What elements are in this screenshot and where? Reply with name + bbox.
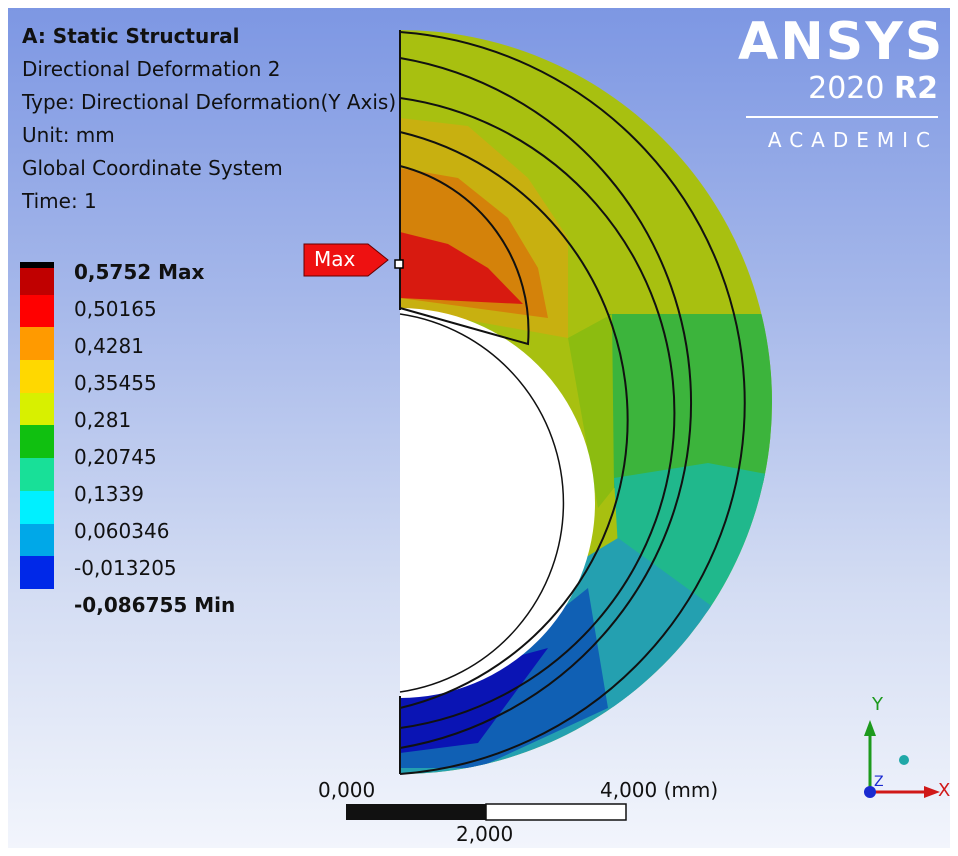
legend-color-bar xyxy=(20,262,54,589)
legend-swatch xyxy=(20,556,54,589)
legend-swatch xyxy=(20,262,54,295)
legend-swatch xyxy=(20,392,54,426)
logo-release: R2 xyxy=(894,71,938,106)
contour-band-green-yellow xyxy=(568,314,614,508)
triad-z-label: Z xyxy=(874,774,884,790)
legend-swatch xyxy=(20,294,54,328)
contour-band-red xyxy=(400,232,523,304)
triad-y-label: Y xyxy=(872,694,883,715)
legend-value: -0,013205 xyxy=(74,556,177,580)
graphics-viewport[interactable]: A: Static Structural Directional Deforma… xyxy=(8,8,950,848)
inner-hole xyxy=(400,308,595,698)
hole-edge xyxy=(399,313,565,693)
max-probe[interactable] xyxy=(303,243,404,277)
model-contour-plot[interactable] xyxy=(8,8,950,848)
max-probe-label[interactable]: Max xyxy=(314,247,356,271)
legend-max-label: 0,5752 Max xyxy=(74,260,205,284)
legend-swatch xyxy=(20,523,54,557)
coordinate-system: Global Coordinate System xyxy=(22,156,283,180)
scale-mid-label: 2,000 xyxy=(456,822,514,846)
legend-min-label: -0,086755 Min xyxy=(74,593,236,617)
logo-divider xyxy=(746,116,938,118)
legend-value: 0,4281 xyxy=(74,334,144,358)
legend-swatch xyxy=(20,327,54,361)
legend-value: 0,281 xyxy=(74,408,132,432)
analysis-title: A: Static Structural xyxy=(22,24,240,48)
contour-band-green xyxy=(608,314,772,488)
logo-edition: ACADEMIC xyxy=(767,128,938,152)
legend-value: 0,35455 xyxy=(74,371,157,395)
result-unit: Unit: mm xyxy=(22,123,115,147)
result-type: Type: Directional Deformation(Y Axis) xyxy=(22,90,397,114)
triad-x-label: X xyxy=(938,780,950,801)
logo-brand: ANSYS xyxy=(738,12,945,72)
result-time: Time: 1 xyxy=(22,189,97,213)
mesh-edges xyxy=(399,30,746,775)
result-name: Directional Deformation 2 xyxy=(22,57,281,81)
scale-right-label: 4,000 (mm) xyxy=(600,778,719,802)
coordinate-triad[interactable] xyxy=(864,720,940,798)
legend-value: 0,1339 xyxy=(74,482,144,506)
logo-version-year: 2020 xyxy=(808,71,885,106)
legend-value: 0,20745 xyxy=(74,445,157,469)
legend-labels: 0,5752 Max 0,50165 0,4281 0,35455 0,281 … xyxy=(74,254,235,624)
legend-swatch xyxy=(20,458,54,491)
result-info: A: Static Structural Directional Deforma… xyxy=(22,20,396,218)
ansys-logo: ANSYS 2020 R2 ACADEMIC xyxy=(738,12,945,152)
contour-band-navy xyxy=(400,648,548,753)
legend-swatch xyxy=(20,490,54,524)
legend-swatch xyxy=(20,425,54,459)
logo-version: 2020 R2 xyxy=(738,72,938,106)
scale-left-label: 0,000 xyxy=(318,778,376,802)
legend-value: 0,060346 xyxy=(74,519,170,543)
scale-bar xyxy=(346,803,627,821)
legend-swatch xyxy=(20,360,54,393)
legend-value: 0,50165 xyxy=(74,297,157,321)
